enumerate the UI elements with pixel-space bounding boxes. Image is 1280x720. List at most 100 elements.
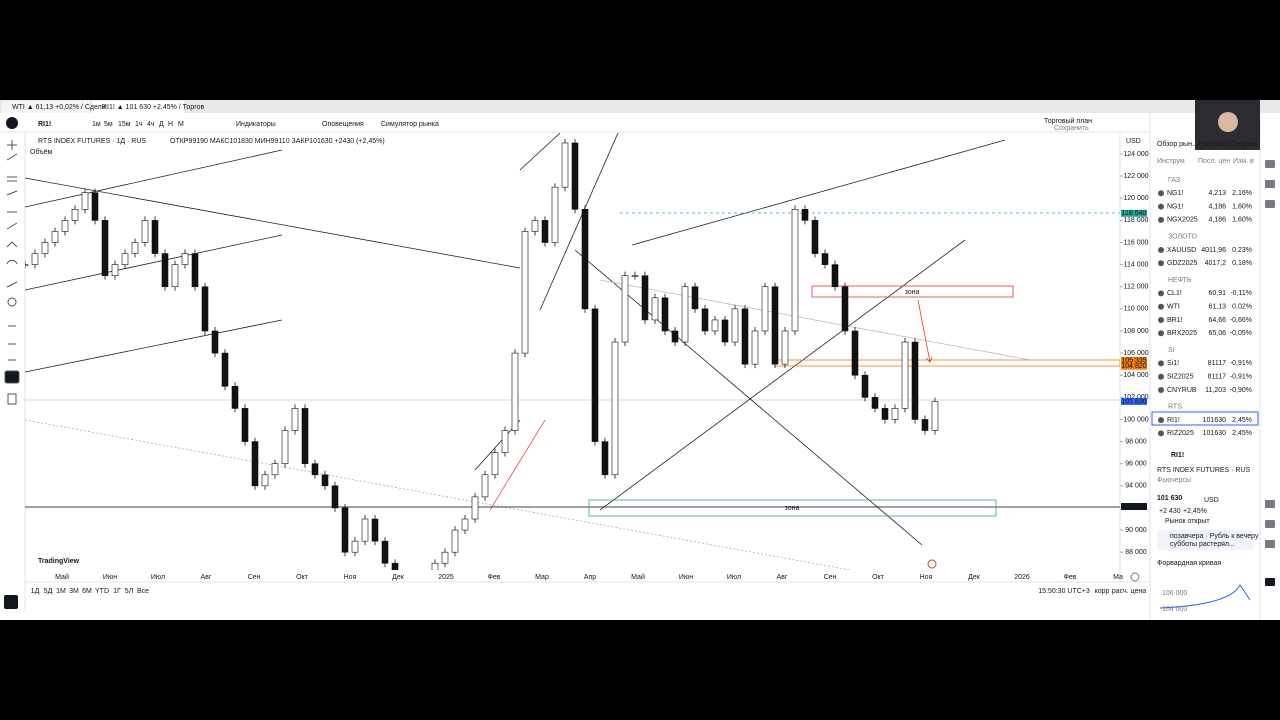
detail-price: 101 630 [1157,495,1182,502]
symbol-icon [1158,430,1164,437]
candle [481,474,489,498]
news-card[interactable] [1157,530,1253,550]
row-symbol[interactable]: XAUUSD [1167,247,1196,254]
interval[interactable]: 1ч [135,121,143,128]
interval[interactable]: 15м [118,121,131,128]
price-label: 104 820 [1121,363,1146,370]
interval[interactable]: Н [168,121,173,128]
calc[interactable]: расч. цена [1112,588,1146,595]
candle [241,408,249,442]
range-button[interactable]: 5Л [125,588,134,595]
clock: 15:50:30 UTC+3 [1038,588,1090,595]
y-tick-label: 96 000 [1125,461,1147,468]
candle [811,220,819,254]
group-header: SI [1168,347,1175,354]
candle [921,419,929,431]
row-change: -0,91% [1230,374,1252,381]
avatar[interactable] [6,117,18,129]
row-symbol[interactable]: NG1! [1167,203,1183,210]
tab-label[interactable]: WTI ▲ 61,13 +0,02% / Сдели [12,104,106,111]
row-symbol[interactable]: Si1! [1167,360,1179,367]
row-symbol[interactable]: CL1! [1167,290,1182,297]
interval[interactable]: 5м [104,121,113,128]
row-symbol[interactable]: NG1! [1167,190,1183,197]
column-header: Посл. цен [1198,158,1230,165]
alerts[interactable]: Оповещения [322,121,364,128]
settings-icon[interactable] [1130,572,1140,582]
row-symbol[interactable]: NGX2025 [1167,217,1198,224]
currency: USD [1126,138,1141,145]
candle [31,253,39,265]
range-button[interactable]: 3М [69,588,79,595]
detail-kind: Фьючерсы [1157,477,1191,484]
news: позавчера · Рубль к вечеру [1170,532,1259,540]
symbol-icon [1158,417,1164,424]
interval[interactable]: Д [159,121,164,128]
row-last: 65,06 [1208,330,1226,337]
row-change: -0,90% [1230,387,1252,394]
candle [761,286,769,332]
corr[interactable]: корр [1095,588,1110,595]
row-last: 4017,2 [1205,260,1227,267]
row-symbol[interactable]: RIZ2025 [1167,430,1194,437]
row-symbol[interactable]: WTI [1167,304,1180,311]
selected-row[interactable] [1151,411,1259,426]
price-label: 101 630 [1121,398,1146,405]
tab[interactable] [2,101,90,113]
range-button[interactable]: 1М [56,588,66,595]
y-tick-label: 122 000 [1123,173,1148,180]
candle [781,330,789,365]
row-symbol[interactable]: GDZ2025 [1167,260,1197,267]
candle [291,408,299,431]
candle [661,297,669,332]
symbol-icon [1158,317,1164,323]
row-change: -0,05% [1230,330,1252,337]
candle [821,253,829,265]
range-button[interactable]: 1Г [113,588,121,595]
range-button[interactable]: 1Д [31,588,40,595]
candle [321,474,329,487]
interval[interactable]: 1м [92,121,101,128]
star-button[interactable] [4,595,18,609]
row-change: 2,45% [1232,430,1252,437]
row-last: 11,203 [1205,387,1226,394]
detail-pct: +2,45% [1183,508,1207,515]
range-button[interactable]: 6М [82,588,92,595]
candle [881,408,889,420]
logo: TradingView [38,558,80,565]
symbol[interactable]: RI1! [38,121,51,128]
candle [681,286,689,343]
candle [571,142,579,210]
row-last: 4,213 [1208,190,1226,197]
range-button[interactable]: Все [137,588,149,595]
candle [801,209,809,221]
range-button[interactable]: YTD [95,588,109,595]
row-symbol[interactable]: BRX2025 [1167,330,1197,337]
candle [25,264,29,266]
y-tick-label: 112 000 [1124,284,1149,291]
row-last: 4011,96 [1201,247,1226,254]
row-symbol[interactable]: SIZ2025 [1167,374,1194,381]
row-last: 81117 [1208,374,1227,381]
event-icon[interactable] [927,559,937,569]
row-symbol[interactable]: RI1! [1167,417,1180,424]
price-label-bg [1121,503,1147,511]
row-last: 64,66 [1208,317,1226,324]
candle [451,529,459,553]
candle [191,253,199,288]
interval[interactable]: М [178,121,184,128]
indicators[interactable]: Индикаторы [236,121,276,128]
candle [901,341,909,409]
y-tick-label: 104 000 [1123,372,1148,379]
candle [871,397,879,409]
replay[interactable]: Симулятор рынка [381,121,439,128]
row-symbol[interactable]: CNYRUB [1167,387,1197,394]
tab-label[interactable]: RI1! ▲ 101 630 +2,45% / Торгов [102,104,204,111]
trading-plan[interactable]: Торговый план [1044,117,1092,125]
tab[interactable] [92,101,184,113]
candle [391,562,399,570]
interval[interactable]: 4ч [147,121,155,128]
y-tick-label: 90 000 [1125,527,1147,534]
row-symbol[interactable]: BR1! [1167,317,1183,324]
range-button[interactable]: 5Д [44,588,53,595]
